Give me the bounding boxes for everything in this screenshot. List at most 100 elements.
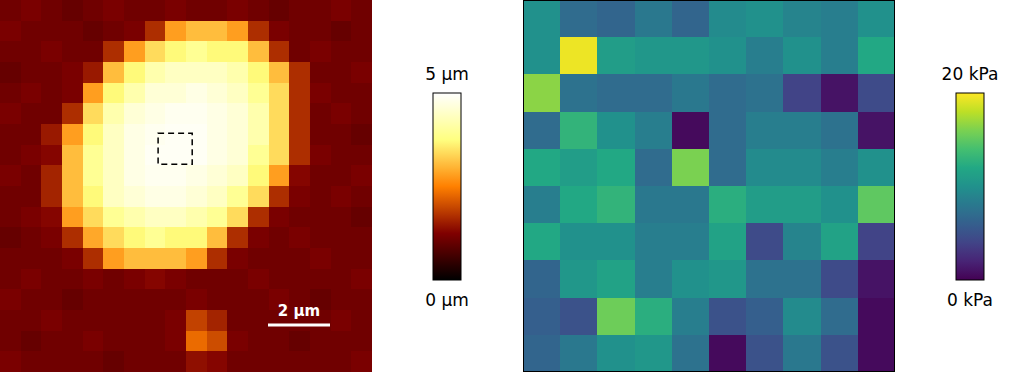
heatmap-cell <box>783 74 821 112</box>
heatmap-cell <box>145 289 166 310</box>
heatmap-cell <box>207 289 228 310</box>
heatmap-cell <box>248 269 269 290</box>
heatmap-cell <box>709 186 747 224</box>
heatmap-cell <box>186 351 207 372</box>
heatmap-cell <box>165 310 186 331</box>
heatmap-cell <box>523 74 561 112</box>
heatmap-cell <box>709 0 747 38</box>
heatmap-cell <box>289 227 310 248</box>
heatmap-cell <box>331 21 352 42</box>
heatmap-cell <box>145 248 166 269</box>
heatmap-cell <box>145 0 166 21</box>
heatmap-cell <box>0 124 21 145</box>
heatmap-cell <box>351 21 372 42</box>
heatmap-cell <box>124 145 145 166</box>
heatmap-cell <box>207 21 228 42</box>
heatmap-cell <box>227 351 248 372</box>
heatmap-cell <box>103 310 124 331</box>
colorbar <box>433 93 461 280</box>
heatmap-cell <box>103 83 124 104</box>
heatmap-cell <box>83 0 104 21</box>
heatmap-cell <box>165 0 186 21</box>
heatmap-cell <box>21 269 42 290</box>
heatmap-cell <box>0 62 21 83</box>
heatmap-cell <box>269 83 290 104</box>
colorbar-tick-label: 20 kPa <box>942 64 999 84</box>
heatmap-cell <box>248 289 269 310</box>
panel-frame <box>524 1 895 372</box>
heatmap-cell <box>186 269 207 290</box>
heatmap-cell <box>858 74 895 112</box>
heatmap-cell <box>351 186 372 207</box>
heatmap-cell <box>746 298 784 336</box>
heatmap-cell <box>858 149 895 187</box>
heatmap-cell <box>62 83 83 104</box>
heatmap-cell <box>124 83 145 104</box>
heatmap-cell <box>62 207 83 228</box>
heatmap-cell <box>310 227 331 248</box>
heatmap-cell <box>83 62 104 83</box>
heatmap-cell <box>331 0 352 21</box>
heatmap-cell <box>227 103 248 124</box>
heatmap-cell <box>124 248 145 269</box>
heatmap-cell <box>207 186 228 207</box>
heatmap-cell <box>186 289 207 310</box>
heatmap-cell <box>560 186 598 224</box>
heatmap-cell <box>269 62 290 83</box>
colorbar-tick-label: 5 µm <box>425 64 469 84</box>
heatmap-cell <box>62 41 83 62</box>
heatmap-cell <box>21 207 42 228</box>
heatmap-cell <box>783 149 821 187</box>
heatmap-cell <box>248 21 269 42</box>
heatmap-cell <box>207 62 228 83</box>
heatmap-cell <box>709 260 747 298</box>
heatmap-cell <box>351 351 372 372</box>
heatmap-cell <box>331 62 352 83</box>
heatmap-cell <box>145 62 166 83</box>
heatmap-cell <box>351 145 372 166</box>
heatmap-cell <box>186 21 207 42</box>
heatmap-cell <box>331 331 352 352</box>
heatmap-cell <box>21 310 42 331</box>
heatmap-cell <box>523 335 561 372</box>
heatmap-cell <box>103 186 124 207</box>
heatmap-cell <box>41 165 62 186</box>
heatmap-cell <box>227 83 248 104</box>
heatmap-cell <box>227 289 248 310</box>
heatmap-cell <box>21 41 42 62</box>
heatmap-cell <box>635 335 673 372</box>
heatmap-cell <box>41 124 62 145</box>
heatmap-cell <box>746 37 784 75</box>
heatmap-cell <box>858 223 895 261</box>
heatmap-cell <box>145 207 166 228</box>
heatmap-cell <box>124 269 145 290</box>
heatmap-cell <box>783 37 821 75</box>
heatmap-cell <box>248 124 269 145</box>
heatmap-cell <box>124 62 145 83</box>
heatmap-cell <box>331 103 352 124</box>
heatmap-cell <box>269 41 290 62</box>
heatmap-cell <box>310 124 331 145</box>
heatmap-cell <box>672 335 710 372</box>
heatmap-cell <box>310 351 331 372</box>
heatmap-cell <box>709 149 747 187</box>
heatmap-cell <box>186 0 207 21</box>
heatmap-cell <box>0 41 21 62</box>
heatmap-cell <box>597 186 635 224</box>
heatmap-cell <box>310 62 331 83</box>
heatmap-cell <box>783 298 821 336</box>
heatmap-cell <box>0 289 21 310</box>
heatmap-cell <box>41 41 62 62</box>
heatmap-cell <box>62 62 83 83</box>
heatmap-cell <box>289 269 310 290</box>
heatmap-cell <box>207 0 228 21</box>
heatmap-cell <box>858 260 895 298</box>
heatmap-cells <box>0 0 372 372</box>
heatmap-cell <box>597 223 635 261</box>
heatmap-cell <box>83 207 104 228</box>
heatmap-cell <box>331 207 352 228</box>
heatmap-cell <box>83 351 104 372</box>
heatmap-cell <box>186 41 207 62</box>
heatmap-cell <box>523 0 561 38</box>
heatmap-cell <box>41 83 62 104</box>
